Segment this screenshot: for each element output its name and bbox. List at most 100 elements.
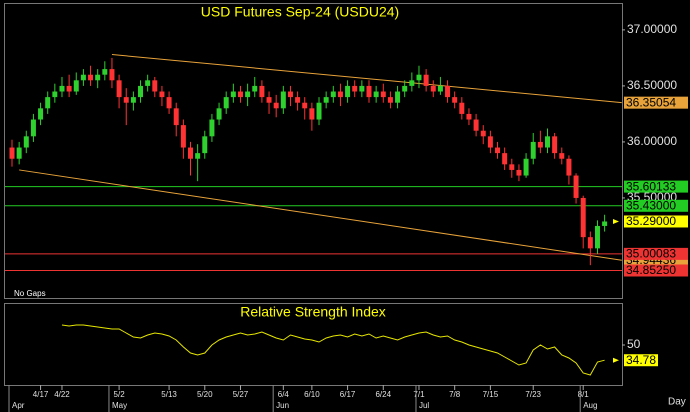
chart-title: USD Futures Sep-24 (USDU24) [201,4,399,20]
candle-body [459,102,465,114]
candle-body [166,97,172,109]
candle-body [516,169,522,176]
candle-body [66,85,72,92]
month-label: Jun [276,401,289,410]
candle-body [130,97,136,103]
candle-body [23,136,29,148]
candle-body [30,119,36,137]
candle-body [159,91,165,98]
month-label: Apr [12,401,25,410]
x-tick-label: 4/22 [54,390,70,399]
candle-body [537,141,543,148]
candle-body [223,97,229,109]
candle-body [523,158,529,176]
candle-body [316,102,322,120]
level-label: 34.85250 [626,263,676,277]
candle-body [280,91,286,109]
candle-body [345,85,351,98]
candle-body [409,80,415,86]
level-label-box [624,247,688,260]
candle-body [116,80,122,98]
candle-body [259,85,265,98]
candle-body [152,80,158,92]
last-price-label: 35.29000 [626,214,676,228]
candle-body [580,197,586,238]
level-label: 35.43000 [626,198,676,212]
month-label: Aug [583,401,597,410]
candle-body [38,108,44,120]
x-tick-label: 5/20 [197,390,213,399]
candle-body [552,136,558,154]
candle-body [109,69,115,81]
candle-body [73,80,79,92]
candle-body [587,237,593,249]
candle-body [202,136,208,154]
candle-body [423,74,429,86]
candle-body [230,91,236,98]
candle-body [209,119,215,137]
candle-body [602,221,608,226]
candle-body [445,85,451,98]
x-tick-label: 7/15 [483,390,499,399]
candle-body [88,74,94,81]
y-tick-label: 36.00000 [627,134,677,148]
trendline [111,54,622,104]
trendline-label: 36.35054 [626,95,676,109]
candle-body [9,147,15,159]
x-tick-label: 7/1 [413,390,425,399]
candle-body [59,85,65,92]
candle-body [237,91,243,98]
candle-body [295,97,301,103]
candle-body [95,74,101,81]
x-tick-label: 5/13 [161,390,177,399]
candle-body [330,91,336,98]
candle-body [302,102,308,109]
candle-body [138,85,144,98]
candle-body [509,164,515,170]
candle-body [287,91,293,98]
last-rsi-box [624,354,658,367]
candle-body [452,97,458,103]
interval-label: Day [668,397,686,408]
candle-body [430,85,436,92]
level-label-box [624,199,688,212]
candle-body [559,153,565,159]
price-panel [4,3,623,299]
x-tick-label: 8/1 [578,390,590,399]
candle-body [487,136,493,148]
last-rsi-label: 34.78 [626,353,656,367]
x-tick-label: 6/10 [304,390,320,399]
candle-body [180,125,186,148]
x-tick-label: 7/23 [525,390,541,399]
candle-body [80,74,86,81]
y-tick-label: 50 [627,337,641,351]
rsi-line [61,324,605,376]
candle-body [273,102,279,109]
x-tick-label: 5/2 [114,390,126,399]
x-tick-label: 7/8 [449,390,461,399]
candle-body [437,85,443,92]
trendline [19,169,622,261]
candle-body [473,119,479,131]
candle-body [380,91,386,98]
candle-body [195,153,201,159]
candle-body [530,141,536,159]
x-tick-label: 6/17 [340,390,356,399]
level-label: 35.60133 [626,179,676,193]
candle-body [495,147,501,154]
candle-body [323,97,329,103]
candle-body [352,85,358,92]
candle-body [502,153,508,165]
candle-body [252,85,258,92]
candle-body [216,108,222,120]
candle-body [466,113,472,120]
level-label: 35.00083 [626,247,676,261]
candle-body [373,91,379,98]
candle-body [266,97,272,103]
candle-body [566,158,572,176]
x-tick-label: 6/24 [375,390,391,399]
candle-body [173,108,179,126]
candle-body [416,74,422,81]
trendline-label-box [624,96,688,109]
